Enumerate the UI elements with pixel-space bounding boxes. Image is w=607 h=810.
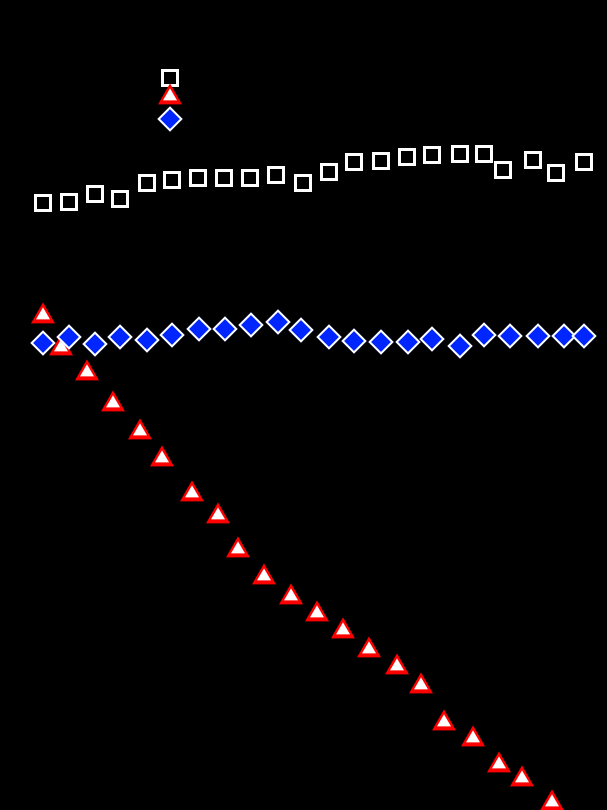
- diamond-point: [419, 326, 444, 351]
- triangle-point: [279, 583, 303, 604]
- square-point: [345, 153, 363, 171]
- triangle-point: [510, 765, 534, 786]
- diamond-point: [159, 322, 184, 347]
- triangle-point: [540, 789, 564, 810]
- square-point: [34, 194, 52, 212]
- triangle-point: [128, 418, 152, 439]
- square-point: [451, 145, 469, 163]
- triangle-point: [226, 536, 250, 557]
- triangle-point: [487, 751, 511, 772]
- square-point: [215, 169, 233, 187]
- square-point: [494, 161, 512, 179]
- diamond-point: [186, 316, 211, 341]
- triangle-point: [331, 617, 355, 638]
- square-point: [60, 193, 78, 211]
- square-point: [86, 185, 104, 203]
- diamond-point: [368, 329, 393, 354]
- triangle-point: [305, 600, 329, 621]
- diamond-point: [107, 324, 132, 349]
- diamond-point: [471, 322, 496, 347]
- triangle-point: [31, 302, 55, 323]
- triangle-point: [101, 390, 125, 411]
- square-point: [189, 169, 207, 187]
- diamond-point: [395, 329, 420, 354]
- diamond-point: [525, 323, 550, 348]
- triangle-point: [252, 563, 276, 584]
- square-point: [475, 145, 493, 163]
- diamond-point: [447, 333, 472, 358]
- diamond-point: [238, 312, 263, 337]
- diamond-point: [212, 316, 237, 341]
- diamond-point: [497, 323, 522, 348]
- diamond-point: [341, 328, 366, 353]
- square-point: [163, 171, 181, 189]
- triangle-point: [180, 480, 204, 501]
- square-point: [524, 151, 542, 169]
- diamond-point: [288, 317, 313, 342]
- triangle-point: [75, 359, 99, 380]
- triangle-point: [206, 502, 230, 523]
- diamond-point: [82, 331, 107, 356]
- triangle-point: [150, 445, 174, 466]
- triangle-point: [357, 636, 381, 657]
- diamond-point: [265, 309, 290, 334]
- square-point: [423, 146, 441, 164]
- square-point: [241, 169, 259, 187]
- square-point: [267, 166, 285, 184]
- square-point: [372, 152, 390, 170]
- legend-diamond-icon: [157, 106, 182, 131]
- square-point: [111, 190, 129, 208]
- legend-triangle-icon: [158, 83, 182, 104]
- square-point: [320, 163, 338, 181]
- diamond-point: [571, 323, 596, 348]
- triangle-point: [461, 725, 485, 746]
- square-point: [138, 174, 156, 192]
- square-point: [547, 164, 565, 182]
- triangle-point: [385, 653, 409, 674]
- scatter-plot: [0, 0, 607, 578]
- square-point: [398, 148, 416, 166]
- diamond-point: [134, 327, 159, 352]
- triangle-point: [409, 672, 433, 693]
- square-point: [575, 153, 593, 171]
- triangle-point: [432, 709, 456, 730]
- diamond-point: [316, 324, 341, 349]
- square-point: [294, 174, 312, 192]
